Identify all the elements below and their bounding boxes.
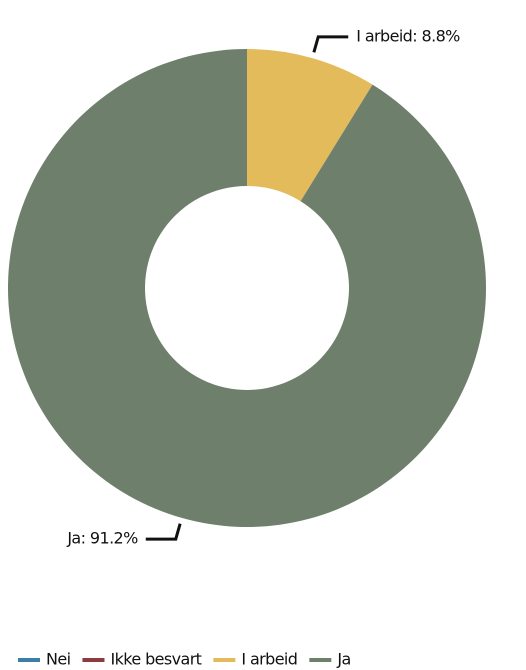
leader-line — [145, 523, 182, 541]
legend-label: Nei — [46, 650, 70, 669]
slice — [7, 49, 486, 527]
legend-label: I arbeid — [241, 650, 297, 669]
data-label: I arbeid: 8.8% — [356, 26, 460, 45]
slice — [247, 49, 373, 202]
leader-line — [312, 35, 349, 53]
data-label: Ja: 91.2% — [66, 529, 138, 548]
legend-label: Ikke besvart — [110, 650, 201, 669]
legend-label: Ja — [336, 650, 350, 669]
